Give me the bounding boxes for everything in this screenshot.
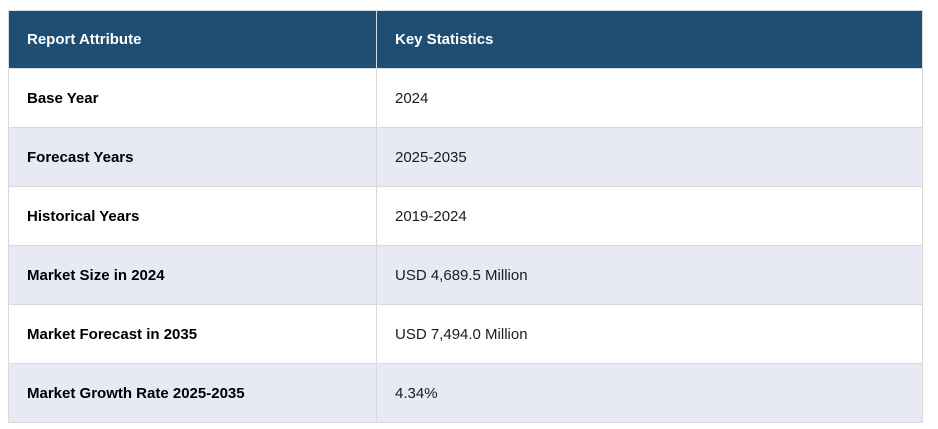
attribute-cell: Base Year xyxy=(8,68,377,128)
attribute-cell: Market Forecast in 2035 xyxy=(8,304,377,364)
table-row-market-size: Market Size in 2024 USD 4,689.5 Million xyxy=(8,245,923,305)
value-cell: 4.34% xyxy=(376,363,923,423)
table-row-historical-years: Historical Years 2019-2024 xyxy=(8,186,923,246)
column-header-report-attribute: Report Attribute xyxy=(8,10,377,69)
table-row-market-forecast: Market Forecast in 2035 USD 7,494.0 Mill… xyxy=(8,304,923,364)
table-row-forecast-years: Forecast Years 2025-2035 xyxy=(8,127,923,187)
table-row-base-year: Base Year 2024 xyxy=(8,68,923,128)
attribute-cell: Historical Years xyxy=(8,186,377,246)
table-header-row: Report Attribute Key Statistics xyxy=(8,10,923,69)
column-header-key-statistics: Key Statistics xyxy=(376,10,923,69)
value-cell: 2019-2024 xyxy=(376,186,923,246)
attribute-cell: Market Size in 2024 xyxy=(8,245,377,305)
value-cell: USD 4,689.5 Million xyxy=(376,245,923,305)
attribute-cell: Forecast Years xyxy=(8,127,377,187)
attribute-cell: Market Growth Rate 2025-2035 xyxy=(8,363,377,423)
value-cell: USD 7,494.0 Million xyxy=(376,304,923,364)
table-row-growth-rate: Market Growth Rate 2025-2035 4.34% xyxy=(8,363,923,423)
value-cell: 2025-2035 xyxy=(376,127,923,187)
value-cell: 2024 xyxy=(376,68,923,128)
report-attributes-table: Report Attribute Key Statistics Base Yea… xyxy=(8,10,923,423)
